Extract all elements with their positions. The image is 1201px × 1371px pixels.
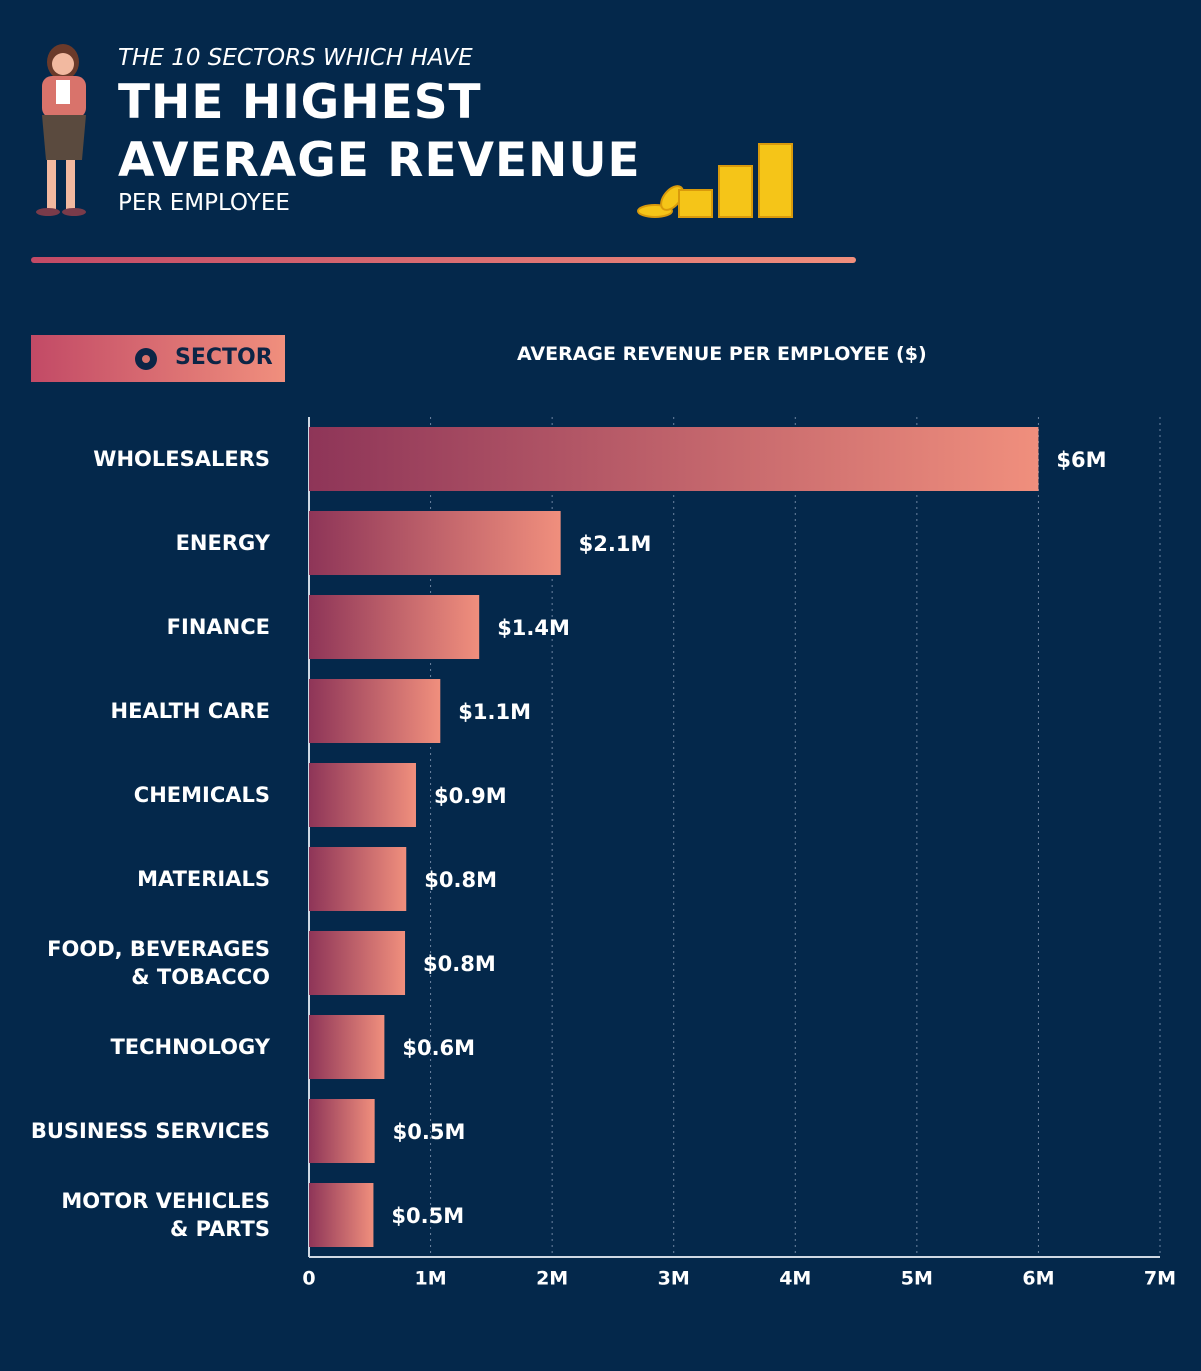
x-tick-label: 0 xyxy=(302,1268,315,1290)
bar xyxy=(309,931,406,995)
kicker: THE 10 SECTORS WHICH HAVE xyxy=(118,45,473,71)
category-header: SECTOR xyxy=(175,345,273,370)
category-label: BUSINESS SERVICES xyxy=(30,1119,270,1143)
divider xyxy=(31,257,856,263)
category-label: MATERIALS xyxy=(137,867,270,891)
category-label: HEALTH CARE xyxy=(110,699,270,723)
gear-icon xyxy=(135,348,157,370)
bar xyxy=(309,1099,375,1163)
value-label: $0.5M xyxy=(391,1204,464,1228)
category-label: ENERGY xyxy=(175,531,270,555)
coins-illustration xyxy=(637,143,793,218)
category-label: MOTOR VEHICLES & PARTS xyxy=(61,1189,270,1241)
x-tick-label: 3M xyxy=(658,1268,690,1290)
bar xyxy=(309,1015,385,1079)
value-label: $2.1M xyxy=(579,532,652,556)
woman-illustration xyxy=(36,44,86,216)
x-tick-label: 5M xyxy=(901,1268,933,1290)
category-label: TECHNOLOGY xyxy=(110,1035,270,1059)
x-tick-label: 6M xyxy=(1022,1268,1054,1290)
x-tick-label: 2M xyxy=(536,1268,568,1290)
x-tick-label: 4M xyxy=(779,1268,811,1290)
value-label: $0.8M xyxy=(424,868,497,892)
bar xyxy=(309,511,561,575)
value-label: $0.8M xyxy=(423,952,496,976)
x-tick-label: 7M xyxy=(1144,1268,1176,1290)
bar xyxy=(309,763,416,827)
category-label: FINANCE xyxy=(166,615,270,639)
value-label: $0.9M xyxy=(434,784,507,808)
value-label: $6M xyxy=(1056,448,1106,472)
value-label: $0.6M xyxy=(402,1036,475,1060)
category-label: CHEMICALS xyxy=(133,783,270,807)
chart-title: THE HIGHEST AVERAGE REVENUE xyxy=(118,75,641,188)
bar xyxy=(309,595,480,659)
category-label: WHOLESALERS xyxy=(93,447,270,471)
x-tick-label: 1M xyxy=(415,1268,447,1290)
value-header: AVERAGE REVENUE PER EMPLOYEE ($) xyxy=(517,343,927,365)
category-label: FOOD, BEVERAGES & TOBACCO xyxy=(47,937,270,989)
chart-subtitle: PER EMPLOYEE xyxy=(118,190,290,216)
sector-header-box xyxy=(31,335,285,382)
bar xyxy=(309,679,441,743)
bar xyxy=(309,847,407,911)
value-label: $1.1M xyxy=(458,700,531,724)
value-label: $0.5M xyxy=(393,1120,466,1144)
bar xyxy=(309,427,1039,491)
value-label: $1.4M xyxy=(497,616,570,640)
bar xyxy=(309,1183,374,1247)
